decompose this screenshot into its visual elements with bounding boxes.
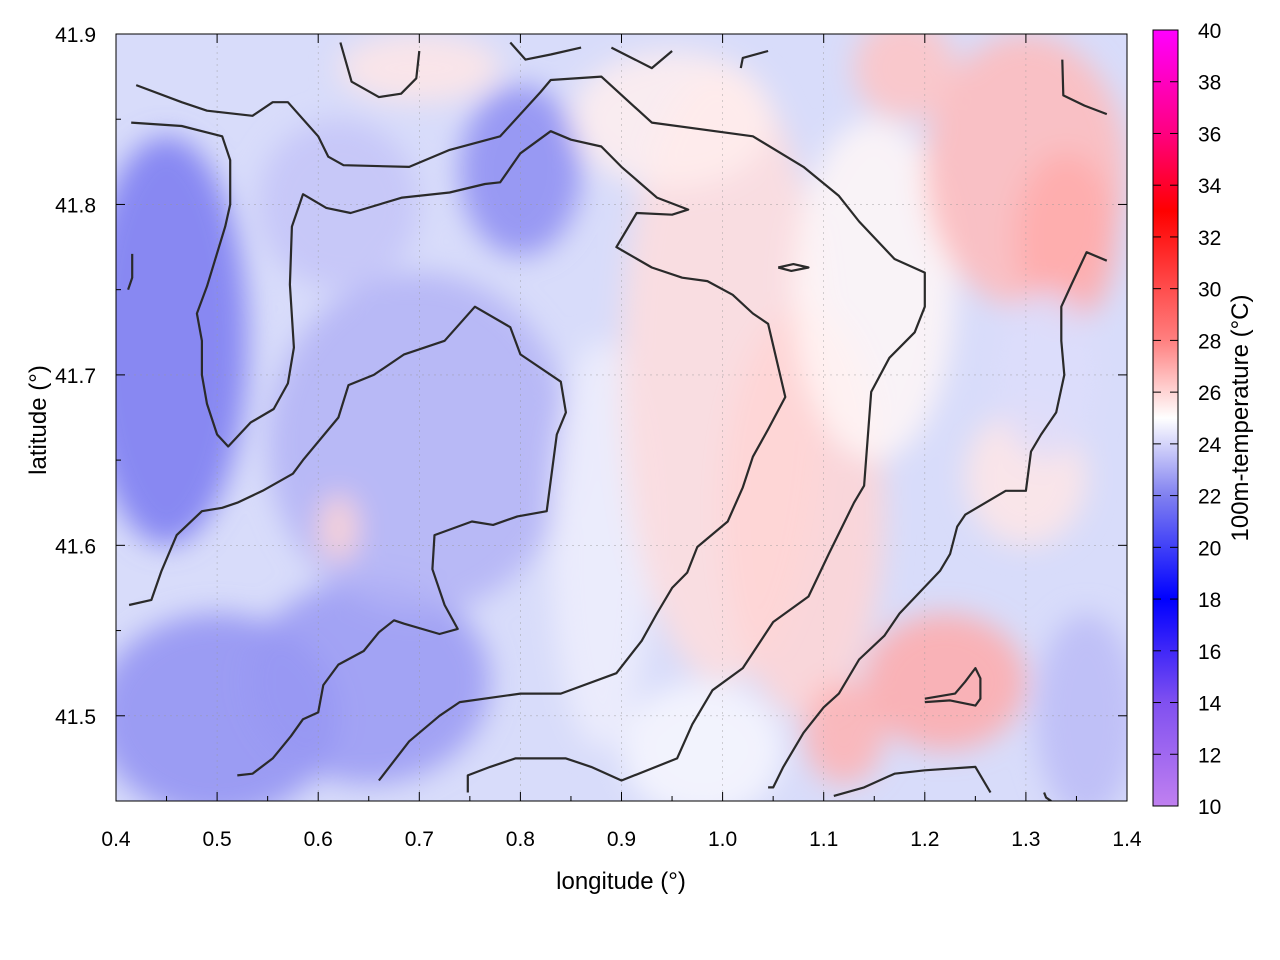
contour-line [128, 305, 567, 777]
heat-cell [803, 681, 885, 784]
x-tick-label: 1.4 [1112, 828, 1142, 851]
x-tick-label: 0.8 [506, 828, 535, 851]
y-tick-label: 41.8 [55, 194, 96, 217]
contour-lines [127, 41, 1108, 801]
colorbar-tick-label: 32 [1198, 227, 1221, 250]
contour-line [768, 251, 1108, 789]
x-tick-label: 0.6 [304, 828, 333, 851]
colorbar-tick-label: 20 [1198, 537, 1221, 560]
contour-line [1043, 792, 1052, 801]
colorbar-tick-label: 34 [1198, 175, 1222, 198]
heat-cell [338, 34, 501, 103]
y-tick-label: 41.9 [55, 24, 96, 47]
x-tick-label: 1.2 [910, 828, 939, 851]
colorbar-gradient [1152, 29, 1179, 807]
x-tick-label: 1.0 [708, 828, 737, 851]
heat-cell [864, 613, 1026, 750]
colorbar-tick-label: 10 [1198, 796, 1221, 819]
colorbar-tick-label: 14 [1198, 693, 1222, 716]
colorbar-tick-label: 24 [1198, 434, 1222, 457]
heatmap-patches [116, 34, 1127, 801]
x-tick-label: 1.3 [1011, 828, 1040, 851]
y-axis-label: latitude (°) [25, 365, 52, 475]
y-tick-label: 41.7 [55, 365, 96, 388]
contour-line [127, 253, 134, 291]
contour-line [135, 75, 926, 793]
heat-cell [318, 494, 359, 563]
colorbar-ticks: 10 12 14 16 18 20 22 24 26 28 30 32 34 36 38 40 [1153, 20, 1222, 819]
colorbar-tick-label: 40 [1198, 20, 1221, 43]
heat-cell [1036, 613, 1127, 801]
heat-cell [247, 579, 491, 784]
colorbar-tick-label: 22 [1198, 486, 1221, 509]
contour-line [339, 42, 421, 99]
x-tick-label: 0.9 [607, 828, 636, 851]
heat-cell [459, 85, 582, 256]
colorbar-tick-label: 30 [1198, 279, 1221, 302]
colorbar: 10 12 14 16 18 20 22 24 26 28 30 32 34 36 38 40 100m-te… [1152, 20, 1254, 819]
x-tick-label: 0.7 [405, 828, 434, 851]
x-axis: 0.4 0.5 0.6 0.7 0.8 0.9 1.0 1.1 1.2 1.3 1.4 [101, 34, 1142, 851]
heat-cell [621, 681, 784, 801]
contour-line [924, 667, 982, 707]
colorbar-tick-label: 26 [1198, 382, 1221, 405]
colorbar-tick-label: 18 [1198, 589, 1221, 612]
colorbar-tick-label: 36 [1198, 123, 1221, 146]
y-tick-label: 41.6 [55, 535, 96, 558]
contour-line [777, 263, 810, 272]
contour-line [509, 41, 582, 61]
x-tick-label: 1.1 [809, 828, 838, 851]
x-tick-label: 0.4 [101, 828, 131, 851]
contour-line [1061, 59, 1108, 116]
y-axis: 41.5 41.6 41.7 41.8 41.9 [55, 24, 1127, 802]
colorbar-label: 100m-temperature (°C) [1227, 294, 1254, 541]
contour-line [610, 46, 673, 70]
contour-line [739, 49, 769, 69]
x-tick-label: 0.5 [202, 828, 231, 851]
x-axis-label: longitude (°) [556, 868, 686, 895]
colorbar-tick-label: 38 [1198, 72, 1221, 95]
heat-cell [1015, 153, 1117, 324]
y-tick-label: 41.5 [55, 706, 96, 729]
colorbar-tick-label: 16 [1198, 641, 1221, 664]
heat-cell [116, 136, 248, 546]
contour-line [833, 765, 992, 797]
contour-line [131, 121, 787, 782]
heat-cell [854, 34, 956, 120]
colorbar-tick-label: 28 [1198, 330, 1221, 353]
heat-cell [570, 51, 774, 188]
colorbar-tick-label: 12 [1198, 744, 1221, 767]
